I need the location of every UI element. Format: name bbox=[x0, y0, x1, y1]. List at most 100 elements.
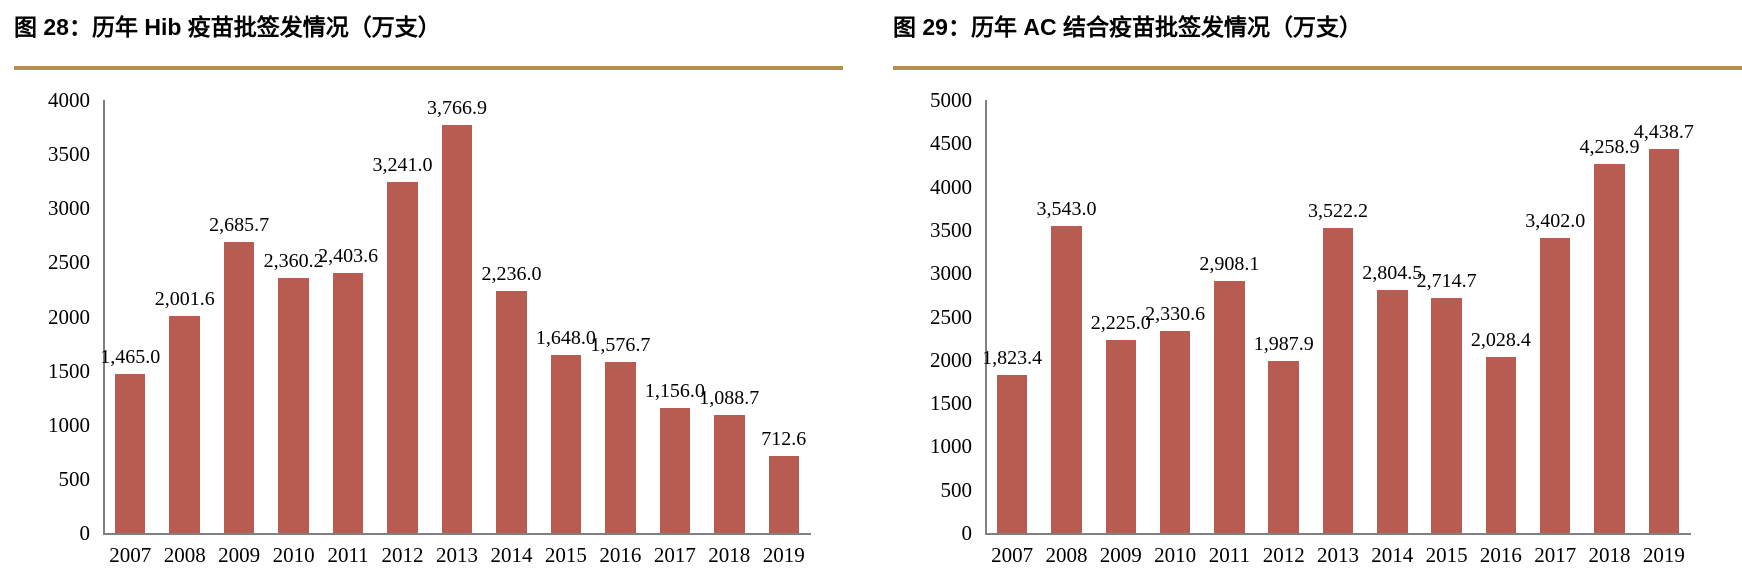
bar-value-label: 4,438.7 bbox=[1633, 120, 1694, 143]
bar-value-label: 1,576.7 bbox=[590, 334, 651, 357]
figure-28-panel: 图 28：历年 Hib 疫苗批签发情况（万支） 0 500 1000 1500 2000… bbox=[14, 0, 843, 588]
x-axis-tick-label: 2016 bbox=[1479, 543, 1522, 567]
bar bbox=[332, 272, 364, 533]
bar-value-label: 2,908.1 bbox=[1199, 253, 1260, 276]
bar bbox=[605, 362, 636, 533]
bar-value-label: 2,685.7 bbox=[209, 214, 270, 237]
ac-conjugate-bar-chart: 0 500 1000 1500 2000 2500 3000 3500 4000 4500 5000… bbox=[893, 72, 1742, 588]
y-axis-tick-label: 5000 bbox=[930, 88, 972, 112]
x-axis-tick-label: 2014 bbox=[1371, 543, 1414, 567]
bar-value-label: 3,402.0 bbox=[1525, 210, 1586, 233]
y-axis-tick-label: 0 bbox=[79, 521, 91, 545]
bar bbox=[768, 455, 799, 533]
bar-value-label: 3,766.9 bbox=[427, 97, 487, 120]
y-axis-tick-label: 0 bbox=[961, 521, 973, 545]
bar-value-label: 1,987.9 bbox=[1253, 332, 1314, 355]
x-axis-tick-label: 2007 bbox=[109, 543, 152, 567]
bar bbox=[1485, 357, 1517, 533]
bar-value-label: 3,241.0 bbox=[372, 154, 433, 177]
figure-28-title-underline bbox=[14, 66, 843, 70]
x-axis-tick-label: 2013 bbox=[1317, 543, 1359, 567]
x-axis-tick-label: 2012 bbox=[1262, 543, 1305, 567]
bar-value-label: 3,522.2 bbox=[1308, 199, 1368, 222]
x-axis-tick-label: 2019 bbox=[762, 543, 805, 567]
bar bbox=[1431, 297, 1462, 533]
x-axis-tick-label: 2016 bbox=[599, 543, 642, 567]
bar bbox=[169, 316, 200, 533]
bar-value-label: 1,156.0 bbox=[644, 379, 705, 402]
bar-value-label: 2,028.4 bbox=[1470, 329, 1531, 352]
bar bbox=[1214, 281, 1245, 533]
x-axis-tick-label: 2008 bbox=[1045, 543, 1088, 567]
figure-29-title: 图 29：历年 AC 结合疫苗批签发情况（万支） bbox=[893, 14, 1362, 40]
bar bbox=[1268, 360, 1299, 533]
figure-29-title-underline bbox=[893, 66, 1742, 70]
bar bbox=[1594, 164, 1625, 533]
x-axis-tick-label: 2015 bbox=[1425, 543, 1468, 567]
y-axis-tick-label: 3000 bbox=[48, 196, 90, 221]
bar bbox=[114, 374, 146, 533]
bar bbox=[1648, 148, 1680, 533]
y-axis-tick-label: 4000 bbox=[930, 174, 972, 199]
x-axis-tick-label: 2014 bbox=[490, 543, 533, 567]
bar bbox=[1159, 331, 1191, 533]
x-axis-tick-label: 2010 bbox=[272, 543, 315, 567]
y-axis-tick-label: 3500 bbox=[48, 142, 90, 167]
x-axis-tick-label: 2009 bbox=[1099, 543, 1142, 567]
bar bbox=[278, 277, 309, 533]
bar bbox=[441, 125, 473, 533]
y-axis-tick-label: 500 bbox=[940, 477, 973, 502]
bar bbox=[659, 407, 691, 533]
y-axis-tick-label: 3500 bbox=[930, 217, 972, 242]
x-axis-tick-label: 2011 bbox=[327, 543, 369, 567]
bar bbox=[496, 290, 527, 533]
y-axis-tick-label: 500 bbox=[58, 466, 91, 491]
bar-value-label: 2,225.0 bbox=[1090, 312, 1151, 335]
bar bbox=[1540, 238, 1571, 533]
x-axis-tick-label: 2007 bbox=[991, 543, 1034, 567]
x-axis-tick-label: 2013 bbox=[436, 543, 478, 567]
y-axis-line bbox=[985, 100, 987, 533]
x-axis-tick-label: 2018 bbox=[708, 543, 751, 567]
y-axis-tick-label: 4500 bbox=[930, 131, 972, 156]
bar-value-label: 1,648.0 bbox=[535, 326, 596, 349]
bar-value-label: 2,403.6 bbox=[318, 244, 379, 267]
x-axis-tick-label: 2010 bbox=[1154, 543, 1197, 567]
bar bbox=[714, 415, 745, 533]
x-axis-line bbox=[103, 533, 811, 535]
bar-value-label: 2,804.5 bbox=[1362, 262, 1423, 285]
x-axis-tick-label: 2009 bbox=[218, 543, 261, 567]
x-axis-tick-label: 2012 bbox=[381, 543, 424, 567]
bar bbox=[387, 182, 418, 533]
bar-value-label: 712.6 bbox=[761, 427, 807, 450]
y-axis-tick-label: 1000 bbox=[48, 412, 90, 437]
y-axis-tick-label: 2500 bbox=[930, 304, 972, 329]
bar-value-label: 1,823.4 bbox=[982, 347, 1043, 370]
x-axis-tick-label: 2015 bbox=[544, 543, 587, 567]
bar-value-label: 1,088.7 bbox=[699, 387, 760, 410]
bar bbox=[1105, 340, 1136, 533]
x-axis-tick-label: 2017 bbox=[653, 543, 696, 567]
bar bbox=[1377, 290, 1408, 533]
y-axis-tick-label: 2000 bbox=[930, 347, 972, 372]
y-axis-tick-label: 1500 bbox=[930, 391, 972, 416]
bar bbox=[1051, 226, 1082, 533]
x-axis-tick-label: 2018 bbox=[1588, 543, 1631, 567]
y-axis-tick-label: 3000 bbox=[930, 261, 972, 286]
y-axis-tick-label: 1000 bbox=[930, 434, 972, 459]
bar-value-label: 2,360.2 bbox=[263, 249, 324, 272]
bar bbox=[1322, 227, 1354, 533]
bar bbox=[223, 242, 255, 533]
y-axis-line bbox=[103, 100, 105, 533]
y-axis-tick-label: 2000 bbox=[48, 304, 90, 329]
figure-28-title: 图 28：历年 Hib 疫苗批签发情况（万支） bbox=[14, 14, 441, 40]
figure-29-panel: 图 29：历年 AC 结合疫苗批签发情况（万支） 0 500 1000 1500 200… bbox=[893, 0, 1742, 588]
bar-value-label: 3,543.0 bbox=[1036, 198, 1097, 221]
x-axis-line bbox=[985, 533, 1691, 535]
bar-value-label: 2,714.7 bbox=[1416, 269, 1477, 292]
y-axis-tick-label: 1500 bbox=[48, 358, 90, 383]
bar-value-label: 4,258.9 bbox=[1579, 136, 1640, 159]
bar-value-label: 2,330.6 bbox=[1145, 303, 1206, 326]
y-axis-tick-label: 2500 bbox=[48, 250, 90, 275]
